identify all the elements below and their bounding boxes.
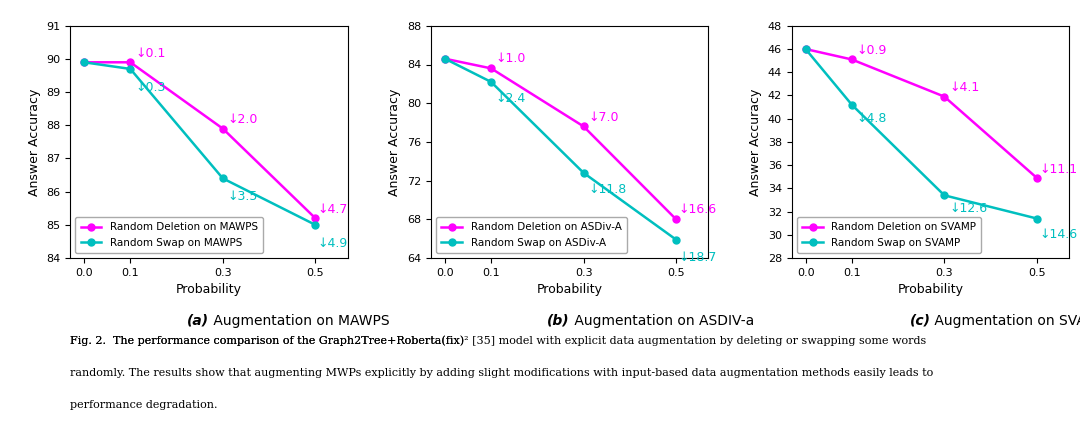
Line: Random Swap on MAWPS: Random Swap on MAWPS [81, 59, 319, 228]
Random Swap on SVAMP [937, 193, 950, 198]
Random Deletion on SVAMP [799, 46, 812, 52]
Y-axis label: Answer Accuracy: Answer Accuracy [389, 88, 402, 196]
Text: ↓11.1: ↓11.1 [1039, 163, 1077, 175]
Random Swap on SVAMP [1030, 216, 1043, 221]
Random Deletion on MAWPS [309, 215, 322, 221]
Text: Fig. 2.  The performance comparison of the Graph2Tree+Roberta(fix)² [35] model w: Fig. 2. The performance comparison of th… [70, 335, 927, 346]
Random Deletion on SVAMP [1030, 175, 1043, 181]
Line: Random Swap on SVAMP: Random Swap on SVAMP [802, 46, 1040, 222]
Text: ↓1.0: ↓1.0 [496, 52, 526, 65]
Text: performance degradation.: performance degradation. [70, 400, 218, 410]
Random Deletion on ASDiv-A [485, 66, 498, 71]
Line: Random Swap on ASDiv-A: Random Swap on ASDiv-A [442, 55, 679, 243]
Text: ↓0.9: ↓0.9 [856, 44, 887, 57]
Text: randomly. The results show that augmenting MWPs explicitly by adding slight modi: randomly. The results show that augmenti… [70, 368, 933, 378]
Text: ↓4.1: ↓4.1 [949, 81, 980, 94]
Random Deletion on MAWPS [124, 60, 137, 65]
Text: ↓14.6: ↓14.6 [1039, 228, 1077, 241]
Text: ↓18.7: ↓18.7 [678, 251, 717, 264]
Random Swap on MAWPS [124, 66, 137, 71]
Text: Fig. 2.  The performance comparison of the Graph2Tree+Roberta(fix): Fig. 2. The performance comparison of th… [70, 335, 464, 346]
Text: Augmentation on SVAMP: Augmentation on SVAMP [931, 314, 1080, 328]
Random Deletion on SVAMP [846, 57, 859, 62]
Text: ↓2.4: ↓2.4 [496, 92, 526, 104]
Random Deletion on SVAMP [937, 94, 950, 99]
Legend: Random Deletion on ASDiv-A, Random Swap on ASDiv-A: Random Deletion on ASDiv-A, Random Swap … [436, 217, 626, 253]
Random Swap on ASDiv-A [438, 56, 451, 61]
Line: Random Deletion on MAWPS: Random Deletion on MAWPS [81, 59, 319, 222]
Line: Random Deletion on SVAMP: Random Deletion on SVAMP [802, 46, 1040, 181]
Text: (c): (c) [909, 314, 931, 328]
Random Swap on MAWPS [309, 222, 322, 227]
Random Deletion on ASDiv-A [670, 217, 683, 222]
Random Swap on ASDiv-A [577, 170, 590, 175]
Text: Augmentation on MAWPS: Augmentation on MAWPS [208, 314, 390, 328]
X-axis label: Probability: Probability [537, 283, 603, 296]
Random Swap on ASDiv-A [485, 79, 498, 84]
Text: ↓0.3: ↓0.3 [135, 80, 165, 94]
Text: ↓4.7: ↓4.7 [318, 203, 348, 216]
Line: Random Deletion on ASDiv-A: Random Deletion on ASDiv-A [442, 55, 679, 223]
X-axis label: Probability: Probability [897, 283, 963, 296]
Random Swap on MAWPS [78, 60, 91, 65]
Random Deletion on ASDiv-A [577, 124, 590, 129]
Text: ↓7.0: ↓7.0 [589, 111, 619, 123]
Text: ↓12.6: ↓12.6 [949, 202, 987, 215]
Random Swap on MAWPS [216, 176, 229, 181]
Text: (b): (b) [548, 314, 570, 328]
Y-axis label: Answer Accuracy: Answer Accuracy [28, 88, 41, 196]
Random Deletion on MAWPS [216, 126, 229, 131]
X-axis label: Probability: Probability [176, 283, 242, 296]
Text: ↓4.8: ↓4.8 [856, 112, 887, 125]
Random Deletion on MAWPS [78, 60, 91, 65]
Random Swap on SVAMP [799, 46, 812, 52]
Random Swap on ASDiv-A [670, 237, 683, 242]
Text: ↓3.5: ↓3.5 [228, 190, 258, 203]
Legend: Random Deletion on SVAMP, Random Swap on SVAMP: Random Deletion on SVAMP, Random Swap on… [797, 217, 982, 253]
Legend: Random Deletion on MAWPS, Random Swap on MAWPS: Random Deletion on MAWPS, Random Swap on… [76, 217, 264, 253]
Text: (a): (a) [187, 314, 208, 328]
Text: ↓11.8: ↓11.8 [589, 183, 626, 196]
Text: ↓2.0: ↓2.0 [228, 113, 258, 126]
Random Swap on SVAMP [846, 102, 859, 108]
Text: ↓16.6: ↓16.6 [678, 203, 716, 216]
Y-axis label: Answer Accuracy: Answer Accuracy [750, 88, 762, 196]
Random Deletion on ASDiv-A [438, 56, 451, 61]
Text: ↓4.9: ↓4.9 [318, 237, 348, 250]
Text: Augmentation on ASDIV-a: Augmentation on ASDIV-a [570, 314, 754, 328]
Text: ↓0.1: ↓0.1 [135, 46, 165, 60]
